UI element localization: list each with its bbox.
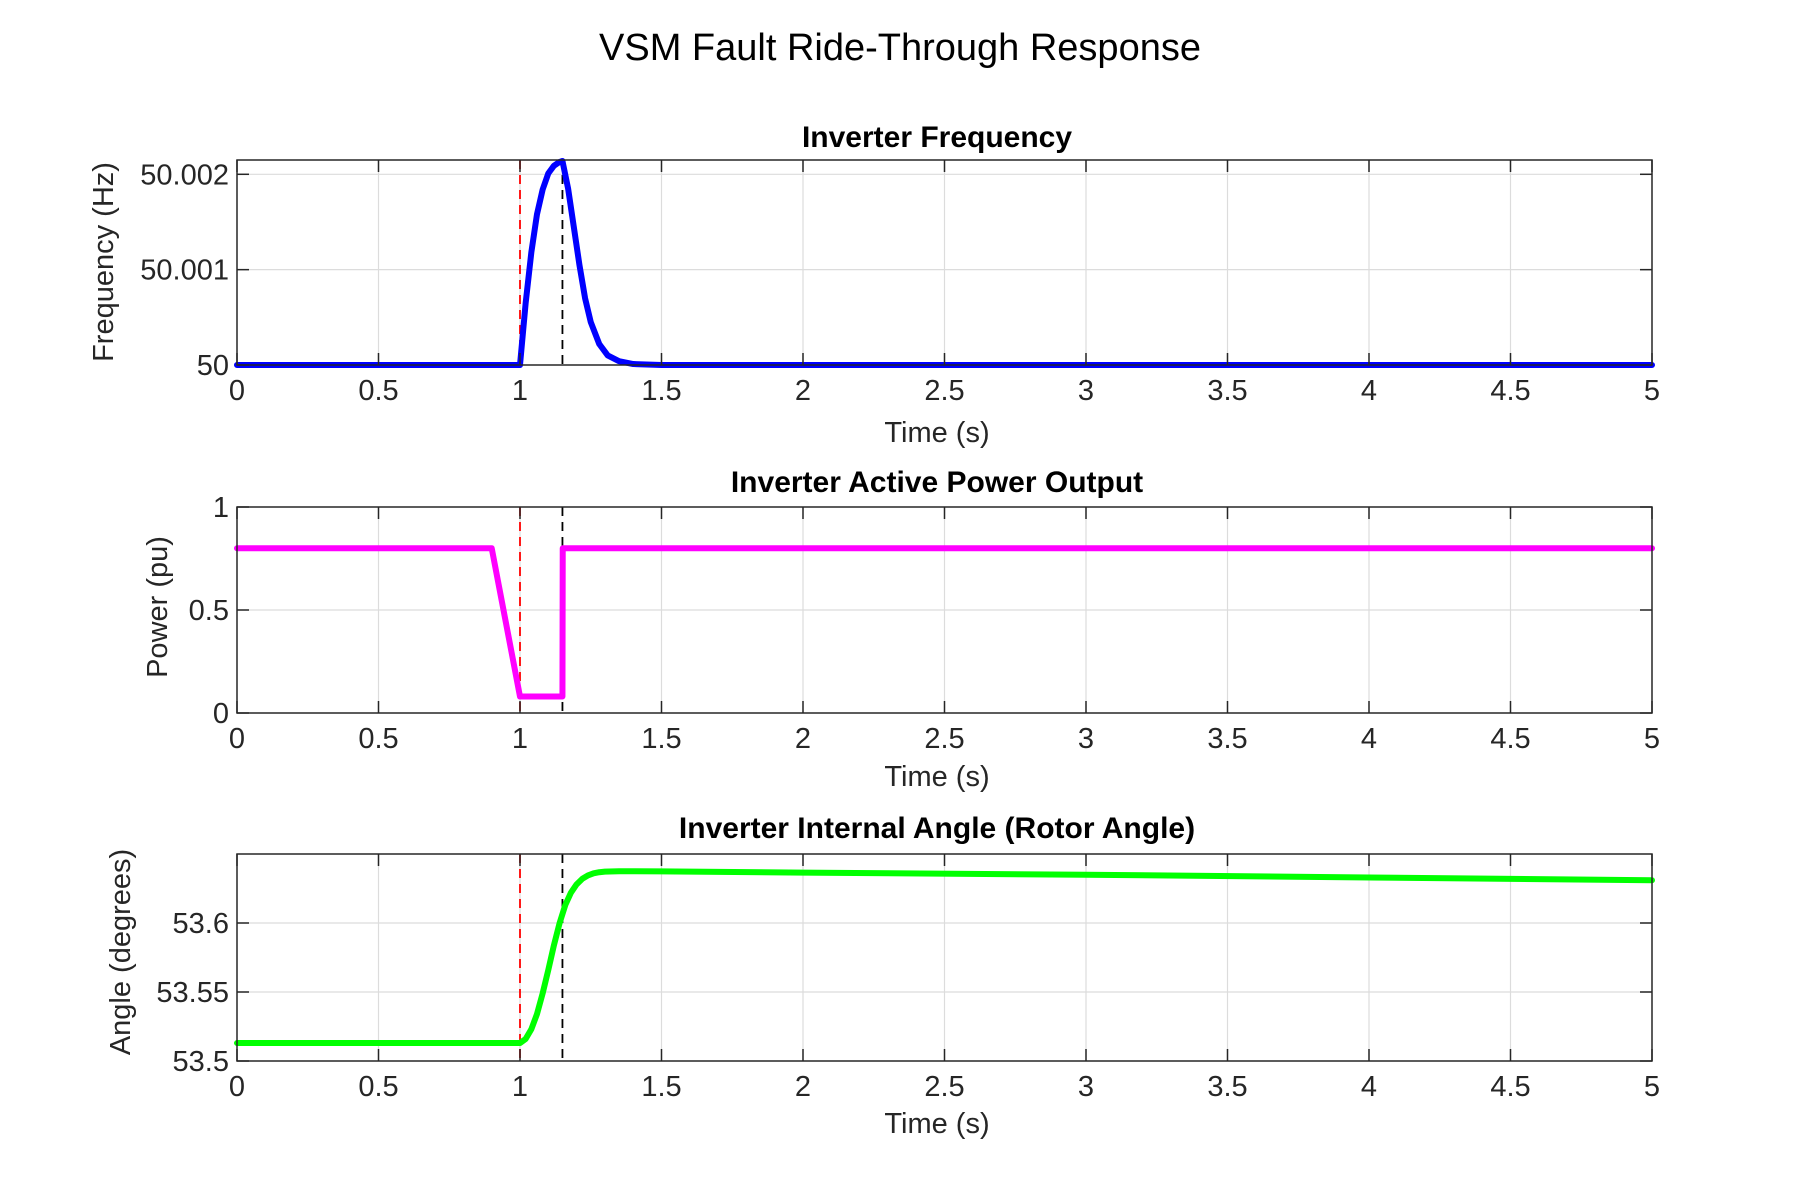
- x-tick-label: 2: [795, 723, 811, 755]
- series-line: [234, 868, 1655, 1047]
- x-tick-label: 1: [512, 1071, 528, 1103]
- y-tick-label: 50: [197, 350, 229, 382]
- x-tick-label: 0.5: [358, 1071, 398, 1103]
- x-tick-label: 0: [229, 723, 245, 755]
- x-tick-label: 0.5: [358, 375, 398, 407]
- panel-rotor-angle: Inverter Internal Angle (Rotor Angle) Ti…: [105, 812, 1660, 1140]
- x-tick-label: 0: [229, 1071, 245, 1103]
- x-tick-label: 3: [1078, 375, 1094, 407]
- panel-title: Inverter Active Power Output: [731, 466, 1143, 499]
- y-tick-label: 0.5: [189, 595, 229, 627]
- y-tick-label: 1: [213, 492, 229, 524]
- y-tick-label: 0: [213, 698, 229, 730]
- panel-title: Inverter Frequency: [802, 121, 1072, 154]
- series-line: [234, 545, 1655, 700]
- y-tick-label: 50.001: [140, 255, 229, 287]
- x-tick-label: 5: [1644, 1071, 1660, 1103]
- y-axis-label: Frequency (Hz): [88, 162, 120, 362]
- panel-title: Inverter Internal Angle (Rotor Angle): [679, 812, 1195, 845]
- x-tick-label: 4: [1361, 1071, 1377, 1103]
- x-tick-label: 1.5: [641, 723, 681, 755]
- y-tick-label: 53.6: [173, 908, 229, 940]
- x-tick-label: 3.5: [1207, 375, 1247, 407]
- x-tick-label: 4: [1361, 723, 1377, 755]
- y-tick-label: 53.5: [173, 1046, 229, 1078]
- x-tick-label: 3: [1078, 723, 1094, 755]
- x-tick-label: 4.5: [1490, 375, 1530, 407]
- x-axis-label: Time (s): [884, 761, 989, 793]
- x-tick-label: 1: [512, 375, 528, 407]
- x-tick-label: 2.5: [924, 1071, 964, 1103]
- x-tick-label: 0.5: [358, 723, 398, 755]
- panel-active-power: Inverter Active Power Output Time (s) Po…: [142, 466, 1660, 793]
- x-tick-label: 0: [229, 375, 245, 407]
- y-axis-label: Angle (degrees): [105, 849, 137, 1055]
- y-tick-label: 53.55: [156, 977, 229, 1009]
- y-axis-label: Power (pu): [142, 536, 174, 678]
- x-axis-label: Time (s): [884, 1108, 989, 1140]
- series-line: [234, 157, 1655, 368]
- x-tick-label: 5: [1644, 375, 1660, 407]
- x-tick-label: 2.5: [924, 723, 964, 755]
- x-tick-label: 3: [1078, 1071, 1094, 1103]
- x-tick-label: 1.5: [641, 375, 681, 407]
- x-tick-label: 5: [1644, 723, 1660, 755]
- x-tick-label: 3.5: [1207, 1071, 1247, 1103]
- x-tick-label: 1: [512, 723, 528, 755]
- x-tick-label: 4.5: [1490, 723, 1530, 755]
- y-tick-label: 50.002: [140, 159, 229, 191]
- figure-title: VSM Fault Ride-Through Response: [599, 27, 1201, 69]
- x-tick-label: 4.5: [1490, 1071, 1530, 1103]
- x-tick-label: 4: [1361, 375, 1377, 407]
- x-tick-label: 2: [795, 1071, 811, 1103]
- x-tick-label: 2: [795, 375, 811, 407]
- x-tick-label: 3.5: [1207, 723, 1247, 755]
- x-tick-label: 2.5: [924, 375, 964, 407]
- panel-frequency: Inverter Frequency Time (s) Frequency (H…: [88, 121, 1660, 449]
- x-axis-label: Time (s): [884, 417, 989, 449]
- x-tick-label: 1.5: [641, 1071, 681, 1103]
